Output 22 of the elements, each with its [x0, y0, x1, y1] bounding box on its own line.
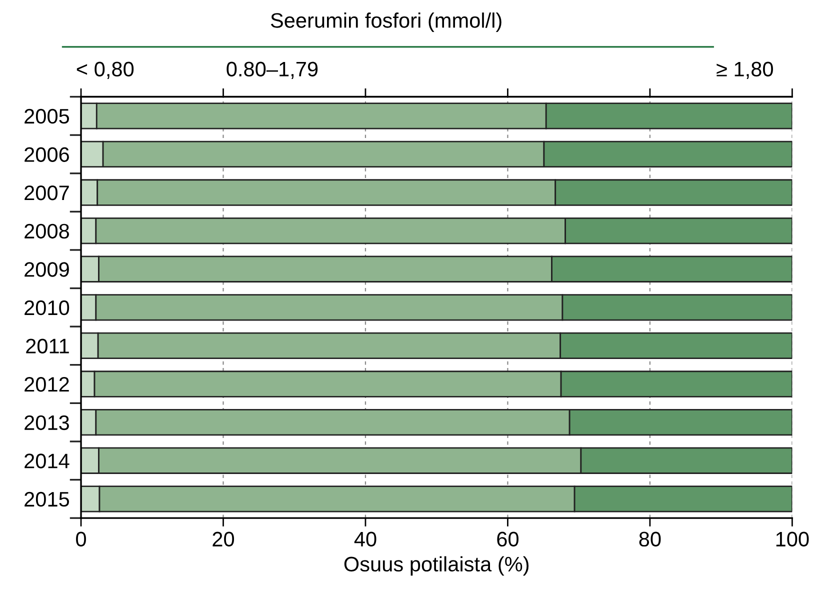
y-tick-label: 2009 — [24, 262, 69, 277]
chart-title: Seerumin fosfori (mmol/l) — [270, 12, 502, 32]
x-tick-label: 100 — [776, 532, 809, 547]
y-tick-label: 2011 — [26, 338, 69, 354]
y-tick-label: 2006 — [24, 147, 69, 162]
y-tick-label: 2007 — [24, 186, 69, 200]
series-label: 0.80–1,79 — [226, 62, 318, 79]
x-tick-label: 80 — [639, 532, 661, 547]
y-tick-label: 2014 — [24, 454, 70, 468]
x-tick-label: 40 — [354, 532, 376, 547]
series-label: ≥ 1,80 — [716, 62, 773, 79]
y-tick-label: 2013 — [24, 415, 69, 430]
y-tick-label: 2010 — [24, 300, 70, 316]
y-tick-label: 2012 — [24, 377, 69, 392]
x-tick-label: 20 — [212, 532, 234, 547]
x-tick-label: 60 — [497, 532, 518, 547]
x-tick-label: 0 — [76, 532, 86, 547]
y-tick-label: 2005 — [24, 108, 70, 124]
series-label: < 0,80 — [76, 62, 134, 79]
x-axis-title: Osuus potilaista (%) — [344, 556, 529, 576]
y-tick-label: 2015 — [24, 492, 70, 507]
y-tick-label: 2008 — [24, 224, 69, 239]
